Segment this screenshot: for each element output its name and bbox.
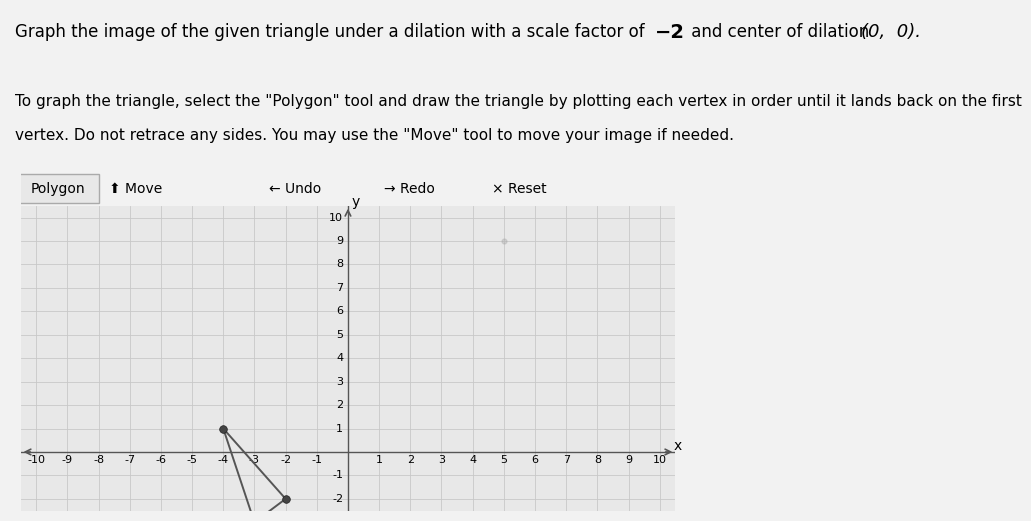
Text: 10: 10 (329, 213, 343, 222)
Text: 1: 1 (375, 455, 383, 465)
Text: -1: -1 (311, 455, 323, 465)
Text: 4: 4 (336, 353, 343, 363)
Text: 6: 6 (532, 455, 538, 465)
Text: Graph the image of the given triangle under a dilation with a scale factor of: Graph the image of the given triangle un… (15, 23, 651, 42)
Text: 2: 2 (336, 400, 343, 410)
Text: -2: -2 (332, 494, 343, 504)
Text: -4: -4 (218, 455, 229, 465)
Text: -2: -2 (280, 455, 291, 465)
Text: -6: -6 (156, 455, 166, 465)
Text: 2: 2 (407, 455, 413, 465)
Text: 9: 9 (625, 455, 632, 465)
Text: -10: -10 (27, 455, 45, 465)
Text: 5: 5 (500, 455, 507, 465)
Text: y: y (352, 195, 360, 209)
Text: (0,  0).: (0, 0). (861, 23, 921, 42)
Text: 10: 10 (653, 455, 667, 465)
Text: -7: -7 (124, 455, 135, 465)
Text: -1: -1 (332, 470, 343, 480)
Text: −2: −2 (655, 23, 685, 42)
Text: → Redo: → Redo (384, 182, 435, 196)
FancyBboxPatch shape (18, 175, 99, 203)
Text: 5: 5 (336, 330, 343, 340)
Text: 8: 8 (336, 259, 343, 269)
Text: Polygon: Polygon (31, 182, 86, 196)
Text: ← Undo: ← Undo (269, 182, 322, 196)
Text: ⬆ Move: ⬆ Move (109, 182, 162, 196)
Text: -8: -8 (93, 455, 104, 465)
Text: To graph the triangle, select the "Polygon" tool and draw the triangle by plotti: To graph the triangle, select the "Polyg… (15, 94, 1023, 109)
Text: × Reset: × Reset (492, 182, 546, 196)
Text: and center of dilation: and center of dilation (686, 23, 874, 42)
Text: 3: 3 (336, 377, 343, 387)
Text: 9: 9 (336, 236, 343, 246)
Text: 8: 8 (594, 455, 601, 465)
Text: x: x (673, 439, 681, 453)
Text: 7: 7 (336, 283, 343, 293)
Text: 7: 7 (563, 455, 570, 465)
Text: -3: -3 (248, 455, 260, 465)
Text: -9: -9 (62, 455, 73, 465)
Text: 6: 6 (336, 306, 343, 316)
Text: 1: 1 (336, 424, 343, 433)
Text: 4: 4 (469, 455, 476, 465)
Text: -5: -5 (187, 455, 198, 465)
Text: 3: 3 (438, 455, 445, 465)
Text: vertex. Do not retrace any sides. You may use the "Move" tool to move your image: vertex. Do not retrace any sides. You ma… (15, 128, 734, 143)
